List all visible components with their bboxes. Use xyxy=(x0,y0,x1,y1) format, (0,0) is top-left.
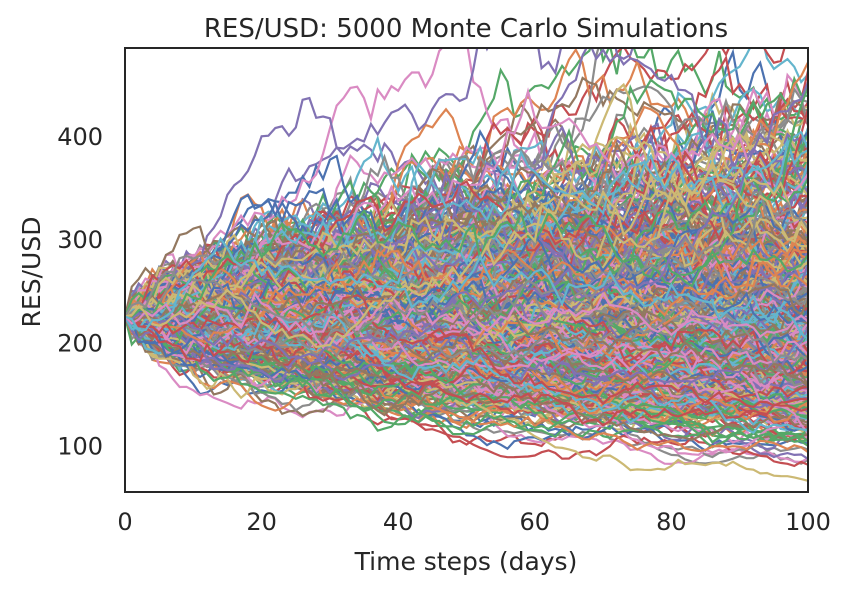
y-axis-label: RES/USD xyxy=(17,217,46,328)
chart-title: RES/USD: 5000 Monte Carlo Simulations xyxy=(204,14,728,44)
simulation-line xyxy=(125,245,808,417)
simulation-line xyxy=(125,166,808,318)
simulation-line xyxy=(125,175,808,331)
series-layer xyxy=(125,48,808,482)
simulation-line xyxy=(125,299,808,367)
y-tick-label: 300 xyxy=(57,226,103,254)
y-tick-label: 100 xyxy=(57,433,103,461)
simulation-line xyxy=(125,314,808,441)
simulation-line xyxy=(125,315,808,427)
simulation-line xyxy=(125,48,808,317)
simulation-line xyxy=(125,81,808,365)
y-axis-ticks: 100 200 300 400 xyxy=(57,123,103,461)
x-tick-label: 60 xyxy=(520,508,551,536)
simulation-line xyxy=(125,291,808,350)
simulation-line xyxy=(125,159,808,349)
x-tick-label: 0 xyxy=(117,508,132,536)
simulation-line xyxy=(125,315,808,449)
simulation-line xyxy=(125,303,808,435)
simulation-line xyxy=(125,244,808,372)
simulation-line xyxy=(125,189,808,319)
simulation-line xyxy=(125,190,808,336)
plot-frame xyxy=(124,47,809,493)
x-axis-ticks: 0 20 40 60 80 100 xyxy=(117,508,831,536)
simulation-line xyxy=(125,209,808,320)
x-tick-label: 80 xyxy=(656,508,687,536)
y-tick-label: 400 xyxy=(57,123,103,151)
x-tick-label: 20 xyxy=(246,508,277,536)
simulation-line xyxy=(125,312,808,384)
x-axis-label: Time steps (days) xyxy=(354,547,578,576)
simulation-line xyxy=(125,140,808,356)
simulation-line xyxy=(125,247,808,325)
x-tick-label: 100 xyxy=(785,508,831,536)
y-tick-label: 200 xyxy=(57,329,103,357)
simulation-line xyxy=(125,86,808,341)
x-tick-label: 40 xyxy=(383,508,414,536)
simulation-line xyxy=(125,236,808,340)
